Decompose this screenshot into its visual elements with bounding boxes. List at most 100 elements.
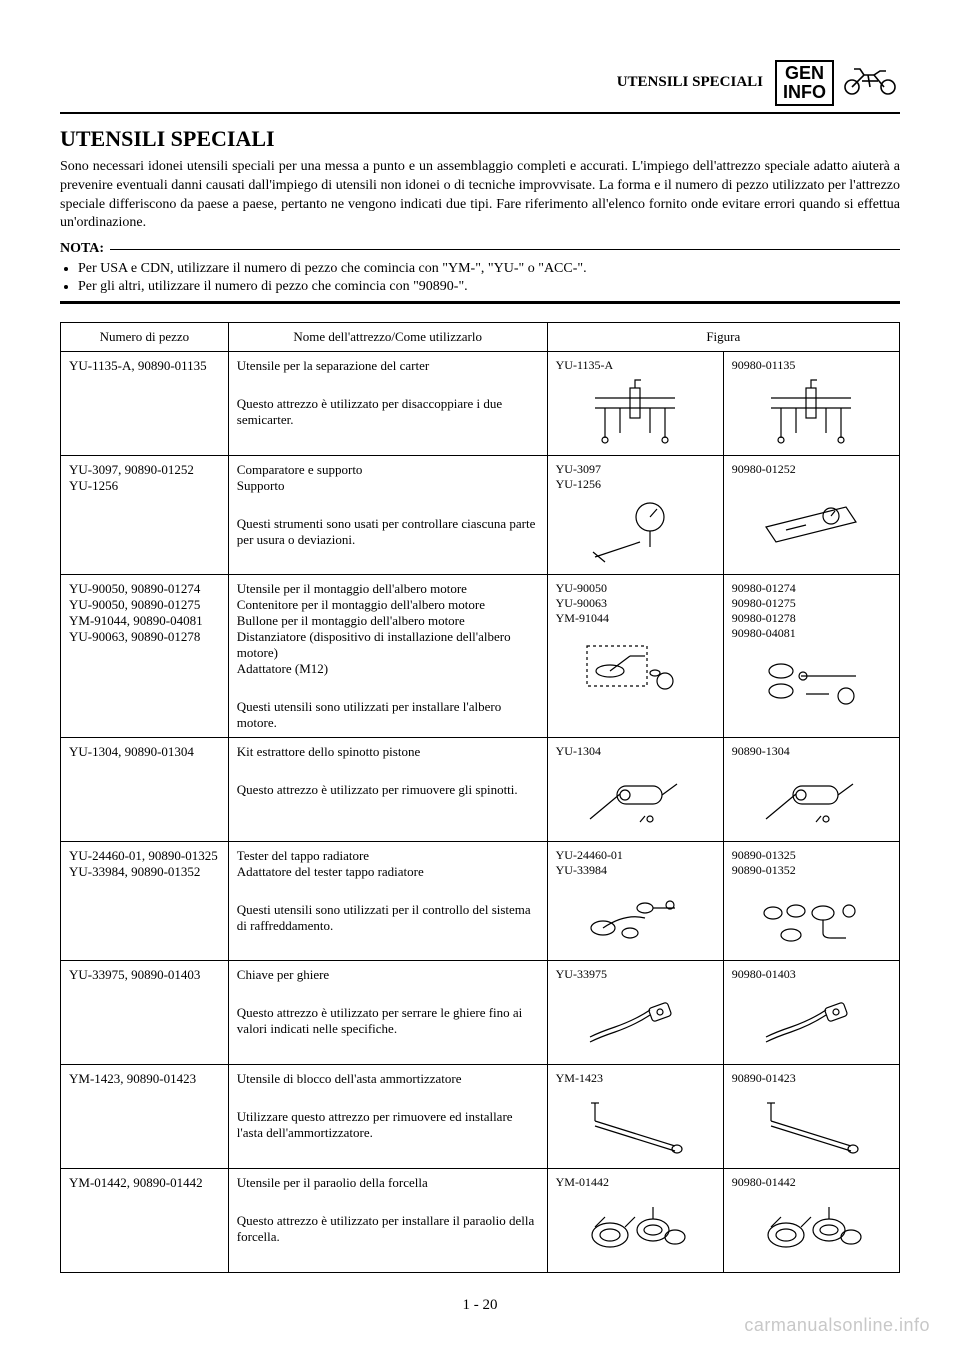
nota-item: Per gli altri, utilizzare il numero di p… (78, 279, 900, 295)
tool-illustration-icon (556, 496, 715, 568)
tool-names: Kit estrattore dello spinotto pistone (237, 744, 539, 760)
figure-cell: 90890-01423 (723, 1065, 899, 1169)
partno-line: YU-1304, 90890-01304 (69, 744, 220, 760)
tool-names: Utensile per il paraolio della forcella (237, 1175, 539, 1191)
tool-illustration-icon (732, 986, 891, 1058)
figure-label: 90980-0127490980-0127590980-0127890980-0… (732, 581, 891, 641)
figure-cell: YM-1423 (547, 1065, 723, 1169)
watermark: carmanualsonline.info (744, 1315, 930, 1336)
page-number: 1 - 20 (60, 1297, 900, 1314)
tool-illustration-icon (732, 1194, 891, 1266)
figure-cell: 90980-01403 (723, 961, 899, 1065)
tool-name-line: Chiave per ghiere (237, 967, 539, 983)
tool-description: Questo attrezzo è utilizzato per install… (237, 1213, 539, 1245)
tool-illustration-icon (556, 377, 715, 449)
tool-name-line: Utensile per il montaggio dell'albero mo… (237, 581, 539, 597)
nota-label: NOTA: (60, 241, 104, 257)
partno-cell: YU-3097, 90890-01252YU-1256 (61, 456, 229, 575)
figure-label: YU-1135-A (556, 358, 715, 373)
figure-label: YM-01442 (556, 1175, 715, 1190)
name-cell: Utensile per la separazione del carter Qu… (228, 352, 547, 456)
partno-cell: YM-1423, 90890-01423 (61, 1065, 229, 1169)
partno-line: YU-1135-A, 90890-01135 (69, 358, 220, 374)
nota-rule-icon (110, 249, 900, 250)
figure-label-line: YU-33984 (556, 863, 715, 878)
partno-cell: YU-24460-01, 90890-01325YU-33984, 90890-… (61, 842, 229, 961)
figure-cell: 90890-0132590890-01352 (723, 842, 899, 961)
figure-label: 90980-01442 (732, 1175, 891, 1190)
tool-illustration-icon (732, 763, 891, 835)
figure-cell: YM-01442 (547, 1169, 723, 1273)
tool-name-line: Adattatore (M12) (237, 661, 539, 677)
figure-label: YU-3097YU-1256 (556, 462, 715, 492)
name-cell: Chiave per ghiere Questo attrezzo è utili… (228, 961, 547, 1065)
header-name: Nome dell'attrezzo/Come utilizzarlo (228, 323, 547, 352)
figure-label: 90980-01252 (732, 462, 891, 477)
partno-line: YM-01442, 90890-01442 (69, 1175, 220, 1191)
tool-name-line: Adattatore del tester tappo radiatore (237, 864, 539, 880)
table-row: YU-24460-01, 90890-01325YU-33984, 90890-… (61, 842, 900, 961)
tool-description: Questo attrezzo è utilizzato per disacco… (237, 396, 539, 428)
tool-name-line: Utensile per il paraolio della forcella (237, 1175, 539, 1191)
tool-names: Chiave per ghiere (237, 967, 539, 983)
name-cell: Utensile per il montaggio dell'albero mo… (228, 575, 547, 738)
figure-cell: 90980-01442 (723, 1169, 899, 1273)
section-divider-icon (60, 301, 900, 304)
figure-label: YU-90050YU-90063YM-91044 (556, 581, 715, 626)
figure-label: 90980-01135 (732, 358, 891, 373)
name-cell: Kit estrattore dello spinotto pistoneQue… (228, 738, 547, 842)
figure-label: 90980-01403 (732, 967, 891, 982)
figure-label: 90890-1304 (732, 744, 891, 759)
figure-cell: YU-33975 (547, 961, 723, 1065)
tool-name-line: Kit estrattore dello spinotto pistone (237, 744, 539, 760)
badge-line2: INFO (783, 83, 826, 102)
figure-label: YM-1423 (556, 1071, 715, 1086)
tool-names: Comparatore e supportoSupporto (237, 462, 539, 494)
tool-names: Utensile per il montaggio dell'albero mo… (237, 581, 539, 677)
partno-cell: YU-90050, 90890-01274YU-90050, 90890-012… (61, 575, 229, 738)
figure-label-line: YU-3097 (556, 462, 715, 477)
tool-illustration-icon (732, 377, 891, 449)
tool-name-line: Bullone per il montaggio dell'albero mot… (237, 613, 539, 629)
tool-name-line: Utensile per la separazione del carter (237, 358, 539, 374)
figure-cell: YU-3097YU-1256 (547, 456, 723, 575)
table-header-row: Numero di pezzo Nome dell'attrezzo/Come … (61, 323, 900, 352)
partno-cell: YU-1304, 90890-01304 (61, 738, 229, 842)
partno-line: YU-33984, 90890-01352 (69, 864, 220, 880)
figure-label-line: 90890-1304 (732, 744, 891, 759)
tool-illustration-icon (556, 630, 715, 702)
figure-label-line: 90980-01403 (732, 967, 891, 982)
partno-line: YU-90050, 90890-01274 (69, 581, 220, 597)
table-row: YU-1304, 90890-01304 Kit estrattore dello… (61, 738, 900, 842)
name-cell: Utensile per il paraolio della forcella Q… (228, 1169, 547, 1273)
header-figure: Figura (547, 323, 899, 352)
section-title: UTENSILI SPECIALI (60, 126, 900, 152)
figure-label-line: YU-33975 (556, 967, 715, 982)
figure-label-line: YU-1304 (556, 744, 715, 759)
table-row: YU-90050, 90890-01274YU-90050, 90890-012… (61, 575, 900, 738)
tool-illustration-icon (556, 1090, 715, 1162)
figure-label-line: 90980-01275 (732, 596, 891, 611)
tool-names: Utensile di blocco dell'asta ammortizzat… (237, 1071, 539, 1087)
partno-line: YU-1256 (69, 478, 220, 494)
partno-line: YU-3097, 90890-01252 (69, 462, 220, 478)
name-cell: Tester del tappo radiatoreAdattatore del… (228, 842, 547, 961)
figure-label-line: YU-90063 (556, 596, 715, 611)
tool-name-line: Tester del tappo radiatore (237, 848, 539, 864)
figure-cell: 90980-0127490980-0127590980-0127890980-0… (723, 575, 899, 738)
figure-label-line: YM-01442 (556, 1175, 715, 1190)
figure-label-line: YU-90050 (556, 581, 715, 596)
figure-cell: YU-90050YU-90063YM-91044 (547, 575, 723, 738)
tool-name-line: Contenitore per il montaggio dell'albero… (237, 597, 539, 613)
figure-label-line: 90980-01135 (732, 358, 891, 373)
badge-line1: GEN (783, 64, 826, 83)
tool-description: Questo attrezzo è utilizzato per serrare… (237, 1005, 539, 1037)
partno-line: YU-90050, 90890-01275 (69, 597, 220, 613)
gen-info-badge: GEN INFO (775, 60, 834, 106)
figure-cell: 90890-1304 (723, 738, 899, 842)
figure-label-line: 90980-01278 (732, 611, 891, 626)
table-row: YM-01442, 90890-01442 Utensile per il par… (61, 1169, 900, 1273)
tool-illustration-icon (732, 645, 891, 717)
tool-illustration-icon (556, 763, 715, 835)
tool-illustration-icon (732, 1090, 891, 1162)
